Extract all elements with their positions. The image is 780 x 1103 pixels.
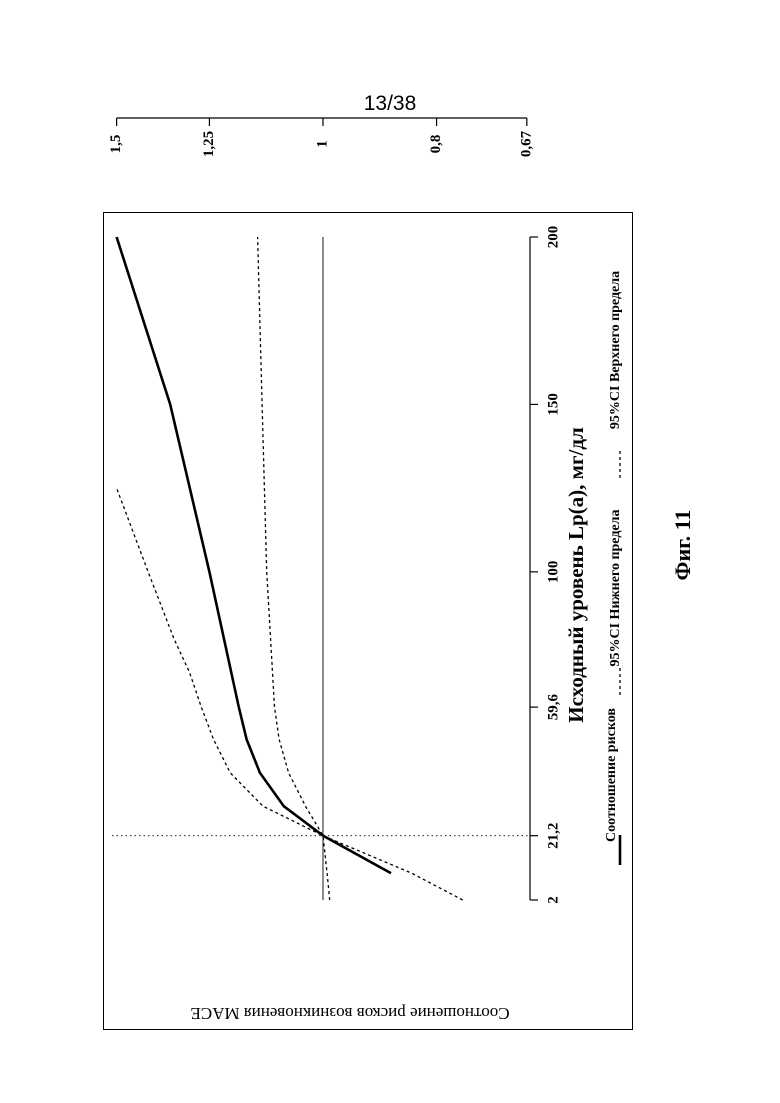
legend-label-0: Соотношение рисков — [604, 708, 619, 842]
figure-caption: Фиг. 11 — [668, 500, 698, 590]
x-axis-title: Исходный уровень Lp(a), мг/дл — [564, 427, 588, 723]
x-tick-label-2: 59,6 — [545, 694, 561, 721]
y-tick-label-0: 0,67 — [518, 130, 534, 157]
x-tick-label-1: 21,2 — [545, 823, 561, 849]
legend-label-1: 95%CI Нижнего предела — [608, 510, 623, 667]
series-line-2 — [117, 488, 463, 900]
legend-label-2: 95%CI Верхнего предела — [608, 271, 623, 429]
y-tick-label-3: 1,25 — [201, 131, 217, 157]
axis-labels: Исходный уровень Lp(a), мг/дл Соотношение… — [190, 427, 587, 1023]
x-tick-label-0: 2 — [545, 896, 561, 904]
x-tick-label-3: 100 — [545, 561, 561, 584]
axes-group: 2 21,2 59,6 100 150 200 0,67 0,8 1 1,25 1,5 — [108, 118, 561, 904]
y-tick-label-1: 0,8 — [428, 135, 444, 154]
series-line-1 — [258, 237, 330, 900]
series-group — [117, 237, 463, 900]
y-axis-title: Соотношение рисков возникновения MACE — [190, 1004, 509, 1023]
reference-lines — [112, 237, 530, 900]
y-tick-label-4: 1,5 — [108, 135, 124, 154]
series-line-0 — [117, 237, 391, 873]
y-tick-label-2: 1 — [314, 140, 330, 148]
x-tick-label-5: 200 — [545, 226, 561, 249]
legend: Соотношение рисков 95%CI Нижнего предела 9… — [604, 271, 623, 865]
x-tick-label-4: 150 — [545, 393, 561, 416]
